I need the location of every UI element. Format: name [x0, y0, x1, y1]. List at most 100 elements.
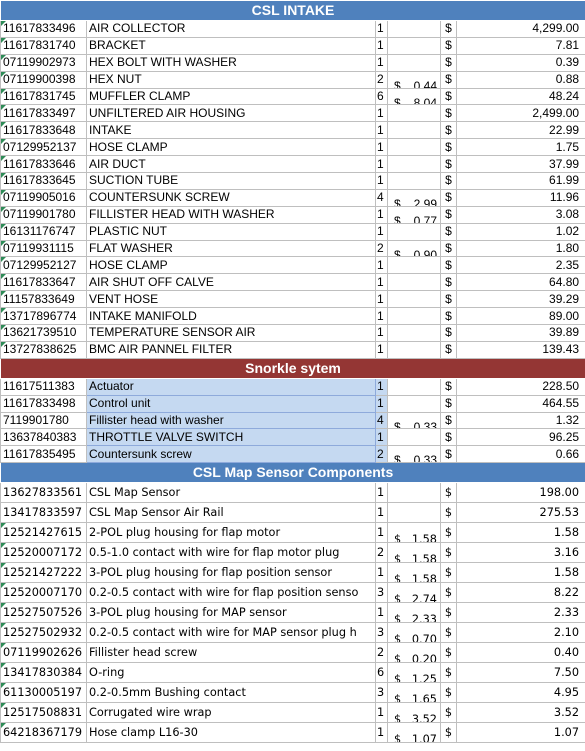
part-number-cell[interactable]: 11617833647 — [0, 273, 87, 292]
description-cell[interactable]: PLASTIC NUT — [86, 222, 376, 241]
description-cell[interactable]: HEX BOLT WITH WASHER — [86, 53, 376, 72]
unit-price-cell[interactable]: $0.70 — [387, 622, 441, 644]
total-currency-cell[interactable]: $ — [440, 602, 457, 624]
description-cell[interactable]: Control unit — [86, 394, 376, 413]
unit-price-cell[interactable] — [387, 324, 441, 342]
total-price-cell[interactable]: 4.95 — [455, 682, 585, 704]
description-cell[interactable]: MUFFLER CLAMP — [86, 87, 376, 106]
quantity-cell[interactable]: 1 — [375, 290, 388, 309]
part-number-cell[interactable]: 12521427222 — [0, 562, 87, 584]
unit-price-cell[interactable]: $0.33 — [387, 411, 441, 430]
total-price-cell[interactable]: 1.07 — [455, 722, 585, 744]
section-title[interactable]: CSL INTAKE — [0, 0, 585, 21]
part-number-cell[interactable]: 07119905016 — [0, 188, 87, 207]
description-cell[interactable]: 0.2-0.5mm Bushing contact — [86, 682, 376, 704]
quantity-cell[interactable]: 4 — [375, 411, 388, 430]
unit-price-cell[interactable]: $2.74 — [387, 582, 441, 604]
unit-price-cell[interactable] — [387, 340, 441, 359]
part-number-cell[interactable]: 07129952127 — [0, 256, 87, 275]
part-number-cell[interactable]: 11617833496 — [0, 20, 87, 38]
unit-price-cell[interactable]: $1.58 — [387, 542, 441, 564]
description-cell[interactable]: CSL Map Sensor — [86, 482, 376, 504]
total-price-cell[interactable]: 37.99 — [455, 155, 585, 174]
section-title[interactable]: CSL Map Sensor Components — [0, 462, 585, 484]
description-cell[interactable]: SUCTION TUBE — [86, 172, 376, 190]
unit-price-cell[interactable]: $1.25 — [387, 662, 441, 684]
total-currency-cell[interactable]: $ — [440, 394, 457, 413]
unit-price-cell[interactable]: $0.90 — [387, 239, 441, 258]
total-price-cell[interactable]: 3.16 — [455, 542, 585, 564]
description-cell[interactable]: AIR DUCT — [86, 155, 376, 174]
total-currency-cell[interactable]: $ — [440, 155, 457, 174]
total-price-cell[interactable]: 0.40 — [455, 642, 585, 664]
total-price-cell[interactable]: 2,499.00 — [455, 104, 585, 123]
part-number-cell[interactable]: 7119901780 — [0, 411, 87, 430]
part-number-cell[interactable]: 07119902973 — [0, 53, 87, 72]
description-cell[interactable]: Actuator — [86, 377, 376, 396]
total-currency-cell[interactable]: $ — [440, 340, 457, 359]
total-price-cell[interactable]: 0.66 — [455, 445, 585, 464]
total-currency-cell[interactable]: $ — [440, 239, 457, 258]
quantity-cell[interactable]: 1 — [375, 502, 388, 524]
quantity-cell[interactable]: 1 — [375, 522, 388, 544]
total-currency-cell[interactable]: $ — [440, 36, 457, 55]
description-cell[interactable]: UNFILTERED AIR HOUSING — [86, 104, 376, 123]
total-currency-cell[interactable]: $ — [440, 324, 457, 342]
quantity-cell[interactable]: 1 — [375, 562, 388, 584]
unit-price-cell[interactable]: $1.58 — [387, 522, 441, 544]
description-cell[interactable]: BRACKET — [86, 36, 376, 55]
total-currency-cell[interactable]: $ — [440, 188, 457, 207]
total-price-cell[interactable]: 1.80 — [455, 239, 585, 258]
unit-price-cell[interactable]: $0.44 — [387, 70, 441, 89]
total-price-cell[interactable]: 11.96 — [455, 188, 585, 207]
total-price-cell[interactable]: 7.50 — [455, 662, 585, 684]
quantity-cell[interactable]: 1 — [375, 307, 388, 326]
total-price-cell[interactable]: 1.02 — [455, 222, 585, 241]
total-currency-cell[interactable]: $ — [440, 582, 457, 604]
unit-price-cell[interactable] — [387, 36, 441, 55]
description-cell[interactable]: AIR COLLECTOR — [86, 20, 376, 38]
total-price-cell[interactable]: 89.00 — [455, 307, 585, 326]
description-cell[interactable]: O-ring — [86, 662, 376, 684]
unit-price-cell[interactable] — [387, 394, 441, 413]
unit-price-cell[interactable] — [387, 482, 441, 504]
total-price-cell[interactable]: 1.32 — [455, 411, 585, 430]
description-cell[interactable]: HOSE CLAMP — [86, 256, 376, 275]
total-currency-cell[interactable]: $ — [440, 290, 457, 309]
description-cell[interactable]: 3-POL plug housing for flap position sen… — [86, 562, 376, 584]
description-cell[interactable]: VENT HOSE — [86, 290, 376, 309]
total-price-cell[interactable]: 39.29 — [455, 290, 585, 309]
total-currency-cell[interactable]: $ — [440, 562, 457, 584]
quantity-cell[interactable]: 1 — [375, 155, 388, 174]
total-currency-cell[interactable]: $ — [440, 411, 457, 430]
quantity-cell[interactable]: 6 — [375, 662, 388, 684]
quantity-cell[interactable]: 1 — [375, 324, 388, 342]
quantity-cell[interactable]: 4 — [375, 188, 388, 207]
part-number-cell[interactable]: 13621739510 — [0, 324, 87, 342]
description-cell[interactable]: HEX NUT — [86, 70, 376, 89]
quantity-cell[interactable]: 2 — [375, 542, 388, 564]
total-price-cell[interactable]: 198.00 — [455, 482, 585, 504]
unit-price-cell[interactable] — [387, 307, 441, 326]
total-currency-cell[interactable]: $ — [440, 20, 457, 38]
total-currency-cell[interactable]: $ — [440, 138, 457, 157]
quantity-cell[interactable]: 1 — [375, 428, 388, 447]
description-cell[interactable]: INTAKE — [86, 121, 376, 140]
unit-price-cell[interactable]: $1.58 — [387, 562, 441, 584]
unit-price-cell[interactable] — [387, 155, 441, 174]
unit-price-cell[interactable] — [387, 53, 441, 72]
quantity-cell[interactable]: 2 — [375, 445, 388, 464]
description-cell[interactable]: 0.2-0.5 contact with wire for flap posit… — [86, 582, 376, 604]
total-currency-cell[interactable]: $ — [440, 121, 457, 140]
total-currency-cell[interactable]: $ — [440, 682, 457, 704]
part-number-cell[interactable]: 61130005197 — [0, 682, 87, 704]
unit-price-cell[interactable]: $2.99 — [387, 188, 441, 207]
part-number-cell[interactable]: 11157833649 — [0, 290, 87, 309]
total-currency-cell[interactable]: $ — [440, 172, 457, 190]
part-number-cell[interactable]: 12521427615 — [0, 522, 87, 544]
part-number-cell[interactable]: 07119931115 — [0, 239, 87, 258]
quantity-cell[interactable]: 2 — [375, 642, 388, 664]
quantity-cell[interactable]: 2 — [375, 239, 388, 258]
part-number-cell[interactable]: 07119901780 — [0, 205, 87, 224]
part-number-cell[interactable]: 11617835495 — [0, 445, 87, 464]
